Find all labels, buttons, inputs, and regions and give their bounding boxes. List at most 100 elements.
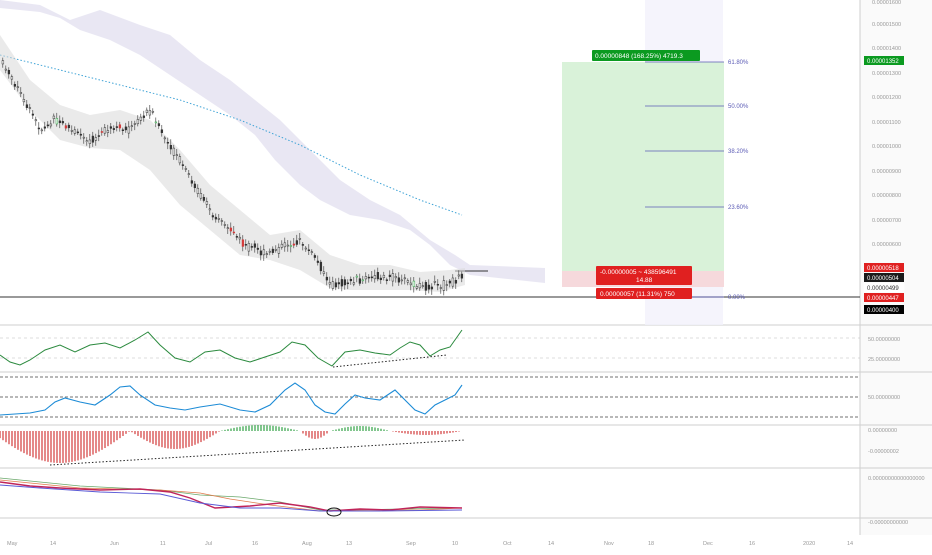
candle (247, 243, 251, 252)
candle (373, 275, 377, 280)
candle (298, 238, 302, 240)
candle (430, 286, 434, 290)
price-tag-bg (864, 56, 904, 65)
candle (13, 84, 17, 87)
candle (208, 208, 212, 211)
candle (103, 127, 107, 134)
macd-axis-label: 0.00000000 (868, 428, 897, 434)
candle (385, 279, 389, 281)
time-axis-label: Nov (604, 541, 614, 547)
rsi-axis-label: 25.00000000 (868, 357, 900, 363)
candle (139, 116, 143, 121)
candle (358, 278, 362, 284)
candle (433, 281, 437, 283)
candle (307, 249, 311, 252)
candle (226, 227, 230, 229)
candle (58, 120, 62, 124)
center-label-2: 14.88 (636, 277, 653, 284)
candle (292, 243, 296, 246)
candle (166, 142, 170, 144)
stoch-axis-label: 50.00000000 (868, 395, 900, 401)
price-tag-bg (864, 305, 904, 314)
candle (262, 249, 266, 256)
candle (118, 124, 122, 129)
ma-line-blue (0, 484, 463, 512)
candle (214, 216, 218, 220)
candle (22, 99, 26, 103)
candle (217, 218, 221, 220)
candle (145, 109, 149, 113)
candle (349, 278, 353, 282)
price-axis-label: 0.00001500 (872, 22, 901, 28)
price-axis-label: 0.00000800 (872, 193, 901, 199)
candle (376, 272, 380, 280)
fib-label: 38.20% (728, 149, 749, 155)
price-axis-label: 0.00001600 (872, 0, 901, 6)
candle (409, 282, 413, 286)
candle (160, 129, 164, 133)
candle (46, 124, 50, 127)
candle (142, 115, 146, 118)
candle (406, 280, 410, 283)
time-axis-label: 16 (252, 541, 258, 547)
candle (370, 276, 374, 279)
candle (178, 156, 182, 164)
candle (346, 282, 350, 285)
candle (28, 107, 32, 109)
candle (310, 251, 314, 253)
candle (412, 280, 416, 287)
price-axis-label: 0.00001400 (872, 46, 901, 52)
candle (259, 250, 263, 256)
candle (241, 239, 245, 247)
candle (223, 224, 227, 226)
price-axis-label: 0.00000700 (872, 218, 901, 224)
candle (331, 281, 335, 289)
candle (133, 123, 137, 125)
center-label-bg (596, 266, 692, 285)
candle (364, 276, 368, 280)
candle (322, 271, 326, 274)
time-axis-background (0, 535, 932, 550)
candle (4, 68, 8, 71)
target-label: 0.00000848 (168.25%) 4719.3 (595, 53, 683, 60)
rsi-divergence-line (332, 354, 448, 368)
candle (265, 253, 269, 255)
candle (229, 227, 233, 232)
price-tag-bg (864, 273, 904, 282)
candle (184, 168, 188, 170)
candle (109, 126, 113, 129)
price-tag: 0.00000518 (867, 266, 899, 272)
time-axis-label: Sep (406, 541, 416, 547)
candle (313, 255, 317, 258)
highlight-ellipse (326, 507, 342, 517)
stop-label-bg (596, 288, 692, 299)
macd-divergence-line (49, 439, 466, 466)
macd-axis-label: -0.00000002 (868, 449, 899, 455)
candle (445, 284, 449, 286)
candle (55, 118, 59, 125)
candle (157, 123, 161, 127)
time-axis-label: Aug (302, 541, 312, 547)
candle (352, 282, 356, 285)
candle (205, 201, 209, 205)
candle (100, 131, 104, 133)
candle (121, 129, 125, 131)
candle (127, 126, 131, 134)
candle (73, 129, 77, 134)
candle (70, 130, 74, 132)
price-axis-label: 0.00001000 (872, 144, 901, 150)
candle (442, 280, 446, 291)
time-axis-label: 11 (160, 541, 166, 547)
candle (10, 76, 14, 80)
candle (418, 283, 422, 289)
candle (232, 231, 236, 234)
price-tag: 0.00000499 (867, 286, 899, 292)
candle (325, 276, 329, 281)
candle (451, 277, 455, 287)
candle (40, 129, 44, 132)
candle (154, 121, 158, 124)
candle (244, 244, 248, 246)
candle (130, 125, 134, 127)
